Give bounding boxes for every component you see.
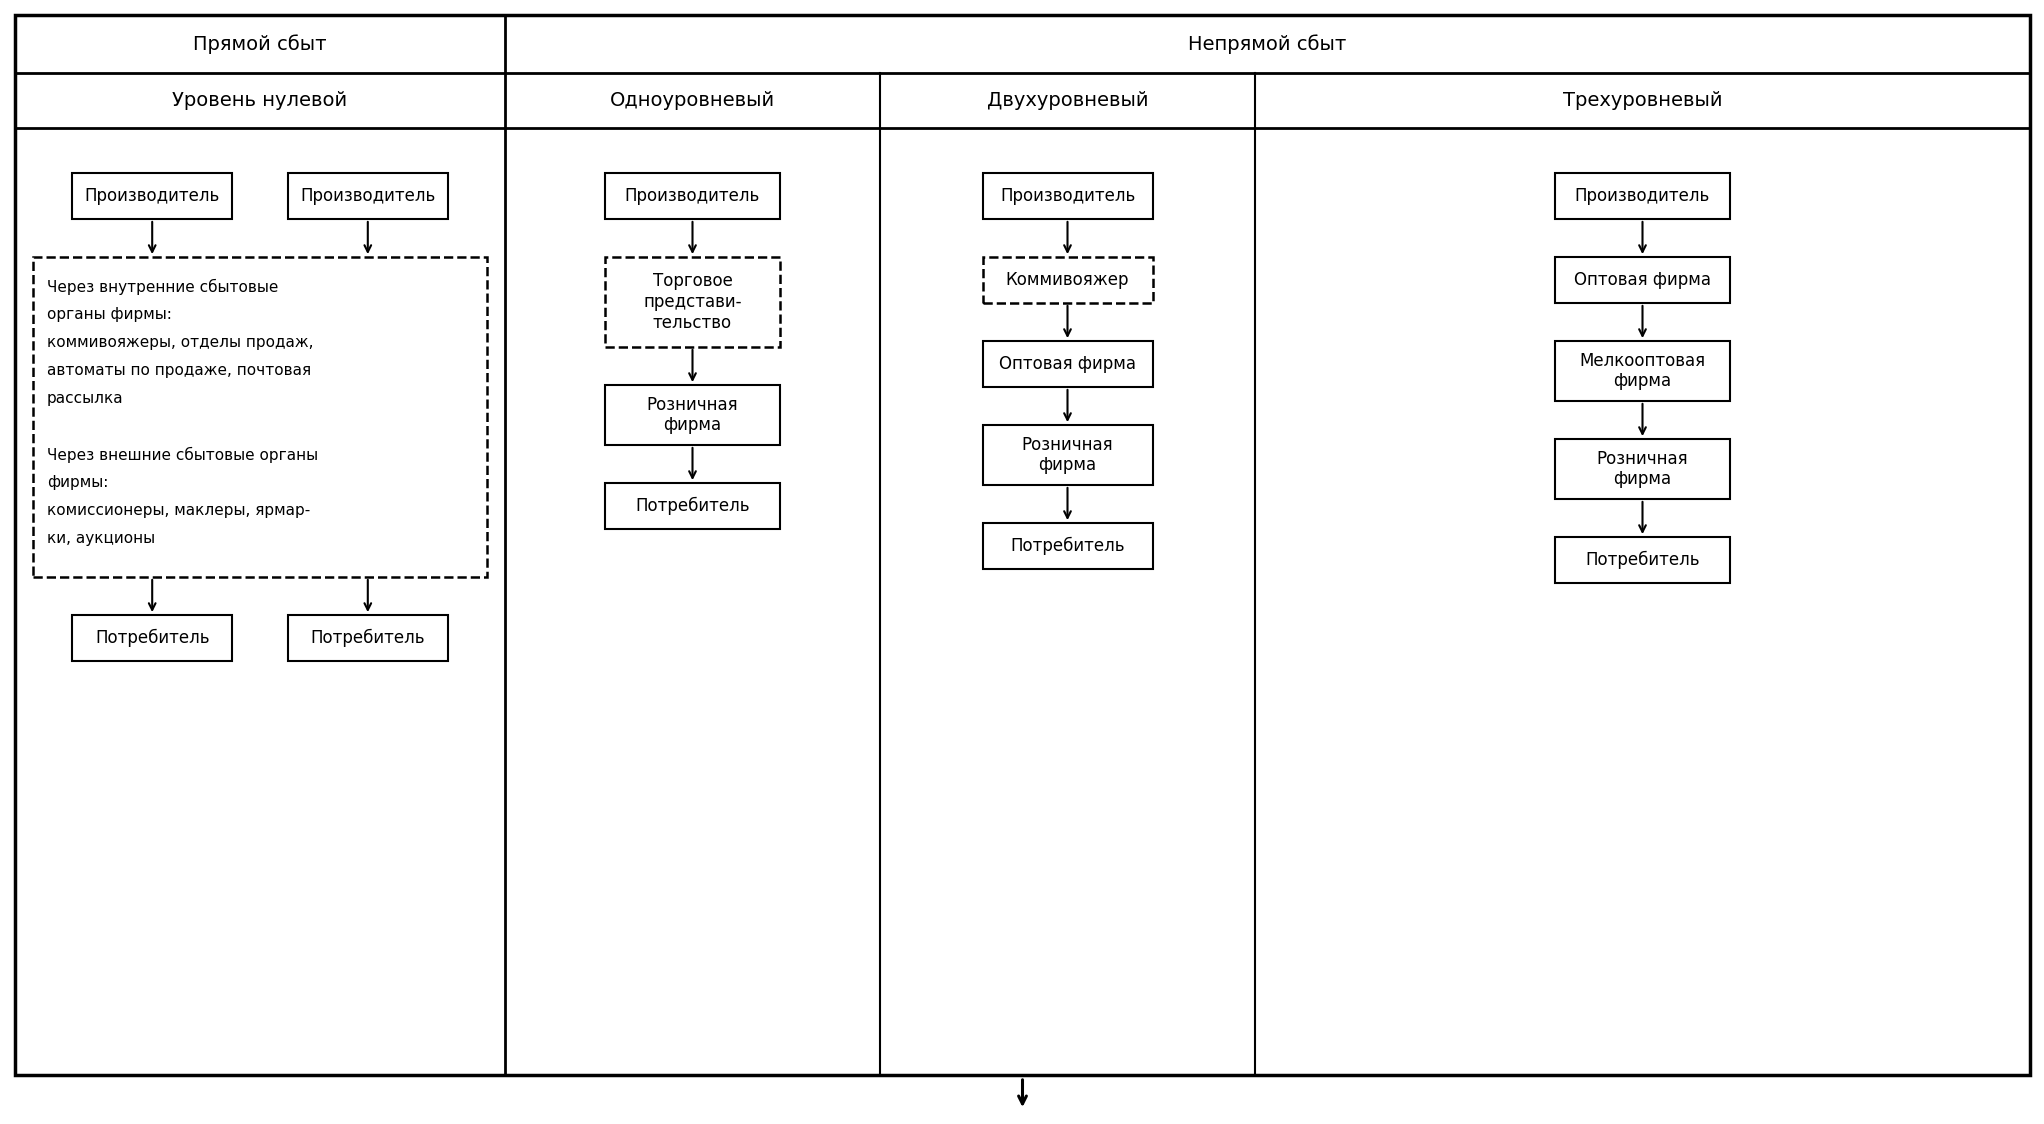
Bar (1555, 341, 1729, 401)
Text: Производитель: Производитель (1574, 187, 1711, 205)
Text: Потребитель: Потребитель (94, 629, 208, 647)
Text: Уровень нулевой: Уровень нулевой (172, 91, 347, 110)
Text: органы фирмы:: органы фирмы: (47, 307, 172, 321)
Text: Через внутренние сбытовые: Через внутренние сбытовые (47, 279, 278, 296)
Text: Двухуровневый: Двухуровневый (987, 91, 1149, 110)
Text: Потребитель: Потребитель (636, 497, 750, 515)
Bar (983, 257, 1153, 303)
Text: ки, аукционы: ки, аукционы (47, 531, 155, 546)
Bar (1555, 439, 1729, 499)
Text: Потребитель: Потребитель (1010, 537, 1124, 555)
Bar (288, 173, 448, 219)
Text: Непрямой сбыт: Непрямой сбыт (1188, 34, 1347, 54)
Text: Оптовая фирма: Оптовая фирма (1574, 271, 1711, 289)
Text: Производитель: Производитель (625, 187, 760, 205)
Bar (288, 615, 448, 661)
Bar (983, 173, 1153, 219)
Text: комиссионеры, маклеры, ярмар-: комиссионеры, маклеры, ярмар- (47, 504, 311, 518)
Bar (983, 523, 1153, 569)
Text: Мелкооптовая
фирма: Мелкооптовая фирма (1580, 352, 1705, 390)
Text: Розничная
фирма: Розничная фирма (1596, 450, 1688, 489)
Text: Производитель: Производитель (300, 187, 435, 205)
Bar (1555, 257, 1729, 303)
Bar (605, 173, 781, 219)
Bar (1555, 537, 1729, 583)
Text: Потребитель: Потребитель (1586, 551, 1701, 569)
Text: Розничная
фирма: Розничная фирма (1022, 436, 1114, 474)
Bar (1555, 173, 1729, 219)
Text: Потребитель: Потребитель (311, 629, 425, 647)
Bar (605, 483, 781, 529)
Bar (72, 173, 233, 219)
Text: Производитель: Производитель (84, 187, 221, 205)
Bar (605, 257, 781, 347)
Bar (33, 257, 486, 577)
Text: Одноуровневый: Одноуровневый (609, 91, 775, 110)
Bar (983, 425, 1153, 484)
Text: Коммивояжер: Коммивояжер (1006, 271, 1128, 289)
Text: Прямой сбыт: Прямой сбыт (194, 34, 327, 54)
Text: фирмы:: фирмы: (47, 475, 108, 490)
Text: Оптовая фирма: Оптовая фирма (1000, 355, 1136, 373)
Text: Через внешние сбытовые органы: Через внешние сбытовые органы (47, 447, 319, 463)
Bar (605, 386, 781, 445)
Text: коммивояжеры, отделы продаж,: коммивояжеры, отделы продаж, (47, 335, 313, 350)
Text: автоматы по продаже, почтовая: автоматы по продаже, почтовая (47, 363, 311, 378)
Text: Трехуровневый: Трехуровневый (1564, 91, 1723, 110)
Bar (72, 615, 233, 661)
Text: Розничная
фирма: Розничная фирма (646, 396, 738, 434)
Bar (983, 341, 1153, 387)
Text: рассылка: рассылка (47, 391, 123, 406)
Text: Торговое
представи-
тельство: Торговое представи- тельство (644, 272, 742, 332)
Text: Производитель: Производитель (1000, 187, 1134, 205)
